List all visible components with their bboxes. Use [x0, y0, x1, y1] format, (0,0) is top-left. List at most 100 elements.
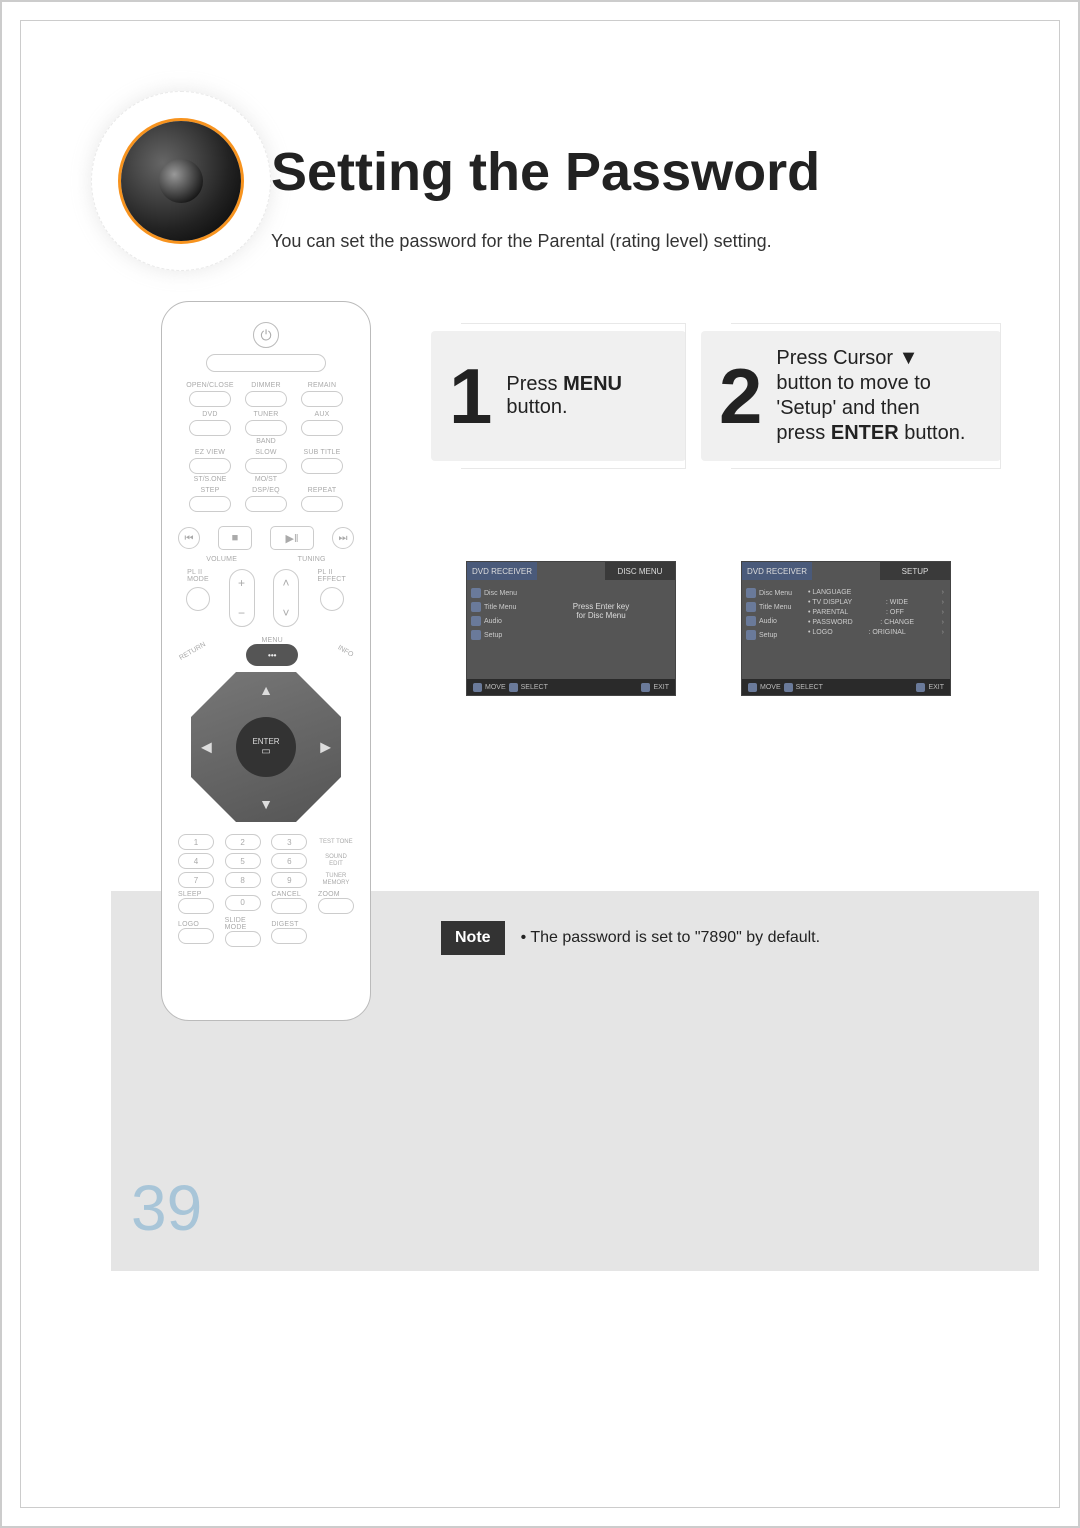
info-label: INFO — [337, 644, 355, 658]
ezview-button[interactable] — [189, 458, 231, 474]
slidemode-label: SLIDE MODE — [225, 917, 261, 931]
shot2-item-2k: PARENTAL — [808, 609, 848, 616]
tuner-button[interactable] — [245, 420, 287, 436]
shot2-side-2: Audio — [759, 618, 777, 625]
page-title: Setting the Password — [271, 141, 820, 203]
volume-rocker[interactable]: +− — [229, 569, 255, 627]
remote-wide-button[interactable] — [206, 354, 326, 372]
shot2-item-2v: : OFF — [886, 609, 904, 616]
remote-row-3: EZ VIEWST/S.ONE SLOWMO/ST SUB TITLE — [182, 449, 350, 483]
dimmer-label: DIMMER — [238, 382, 294, 389]
num-0[interactable]: 0 — [225, 895, 261, 911]
shot1-foot-select: SELECT — [521, 684, 548, 691]
open-close-button[interactable] — [189, 391, 231, 407]
play-pause-button[interactable]: ▶‖ — [270, 526, 314, 550]
playback-row: ⏮ ■ ▶‖ ⏭ — [178, 526, 354, 550]
shot2-foot-select: SELECT — [796, 684, 823, 691]
num-8[interactable]: 8 — [225, 872, 261, 888]
numpad: 1 2 3 TEST TONE 4 5 6 SOUND EDIT 7 8 9 T… — [176, 834, 356, 947]
slow-button[interactable] — [245, 458, 287, 474]
power-button[interactable]: ⏻ — [253, 322, 279, 348]
sleep-label: SLEEP — [178, 891, 214, 898]
shot1-side-0: Disc Menu — [484, 590, 517, 597]
dpad-left[interactable]: ◀ — [201, 739, 212, 756]
stop-button[interactable]: ■ — [218, 526, 252, 550]
dvd-button[interactable] — [189, 420, 231, 436]
logo-button[interactable] — [178, 928, 214, 944]
num-6[interactable]: 6 — [271, 853, 307, 869]
dspeq-button[interactable] — [245, 496, 287, 512]
tuning-rocker[interactable]: ˄˅ — [273, 569, 299, 627]
step-2-l4a: press — [776, 422, 830, 444]
dimmer-button[interactable] — [245, 391, 287, 407]
next-button[interactable]: ⏭ — [332, 527, 354, 549]
shot1-sidebar: Disc Menu Title Menu Audio Setup — [471, 584, 527, 644]
shot1-foot-move: MOVE — [485, 684, 506, 691]
shot2-side-1: Title Menu — [759, 604, 791, 611]
dpad-up[interactable]: ▲ — [259, 682, 273, 698]
note-badge: Note — [441, 921, 505, 955]
page-subtitle: You can set the password for the Parenta… — [271, 231, 772, 252]
digest-label: DIGEST — [271, 921, 307, 928]
subtitle-button[interactable] — [301, 458, 343, 474]
dvd-label: DVD — [182, 411, 238, 418]
sleep-button[interactable] — [178, 898, 214, 914]
pl2-mode-label: PL II MODE — [187, 569, 209, 583]
shot2-tab-right: SETUP — [880, 562, 950, 580]
shot2-sidebar: Disc Menu Title Menu Audio Setup — [746, 584, 802, 644]
num-4[interactable]: 4 — [178, 853, 214, 869]
shot1-side-1: Title Menu — [484, 604, 516, 611]
step-2-l2: button to move to — [776, 372, 931, 394]
step-2-box: 2 Press Cursor ▼ button to move to 'Setu… — [701, 331, 1001, 461]
num-2[interactable]: 2 — [225, 834, 261, 850]
direction-pad: ▲ ▼ ◀ ▶ ENTER ▭ — [191, 672, 341, 822]
step-label: STEP — [182, 487, 238, 494]
step-2-l1: Press Cursor — [776, 347, 898, 369]
step-1-number: 1 — [449, 357, 492, 435]
menu-button[interactable]: ••• — [246, 644, 298, 666]
num-7[interactable]: 7 — [178, 872, 214, 888]
aux-button[interactable] — [301, 420, 343, 436]
shot2-item-3k: PASSWORD — [808, 619, 853, 626]
num-3[interactable]: 3 — [271, 834, 307, 850]
repeat-button[interactable] — [301, 496, 343, 512]
num-9[interactable]: 9 — [271, 872, 307, 888]
dpad-down[interactable]: ▼ — [259, 796, 273, 812]
zoom-label: ZOOM — [318, 891, 354, 898]
enter-label: ENTER — [252, 737, 279, 746]
enter-button[interactable]: ENTER ▭ — [236, 717, 296, 777]
shot2-side-0: Disc Menu — [759, 590, 792, 597]
shot1-tab-left: DVD RECEIVER — [467, 562, 537, 580]
shot1-msg2: for Disc Menu — [537, 611, 665, 620]
zoom-button[interactable] — [318, 898, 354, 914]
cancel-button[interactable] — [271, 898, 307, 914]
shot2-footer: MOVE SELECT EXIT — [742, 679, 950, 695]
num-1[interactable]: 1 — [178, 834, 214, 850]
pl2-effect-button[interactable] — [320, 587, 344, 611]
remain-button[interactable] — [301, 391, 343, 407]
prev-button[interactable]: ⏮ — [178, 527, 200, 549]
step-2-number: 2 — [719, 357, 762, 435]
step-1-text: Press MENU button. — [506, 373, 686, 419]
dspeq-label: DSP/EQ — [238, 487, 294, 494]
menu-row: RETURN MENU ••• INFO — [178, 637, 354, 666]
cancel-label: CANCEL — [271, 891, 307, 898]
note-bullet: • — [521, 929, 527, 946]
shot2-foot-move: MOVE — [760, 684, 781, 691]
num-5[interactable]: 5 — [225, 853, 261, 869]
shot2-item-4v: : ORIGINAL — [868, 629, 905, 636]
testtone-label: TEST TONE — [318, 839, 354, 846]
most-label: MO/ST — [238, 476, 294, 483]
shot2-tab-left: DVD RECEIVER — [742, 562, 812, 580]
digest-button[interactable] — [271, 928, 307, 944]
pl2-mode-button[interactable] — [186, 587, 210, 611]
step-button[interactable] — [189, 496, 231, 512]
remote-row-4: STEP DSP/EQ REPEAT — [182, 487, 350, 512]
band-label: BAND — [238, 438, 294, 445]
dpad-right[interactable]: ▶ — [320, 739, 331, 756]
tuning-label: TUNING — [298, 556, 326, 563]
menu-label: MENU — [246, 637, 298, 644]
note-row: Note • The password is set to "7890" by … — [441, 921, 820, 955]
slidemode-button[interactable] — [225, 931, 261, 947]
page-frame: Setting the Password You can set the pas… — [20, 20, 1060, 1508]
